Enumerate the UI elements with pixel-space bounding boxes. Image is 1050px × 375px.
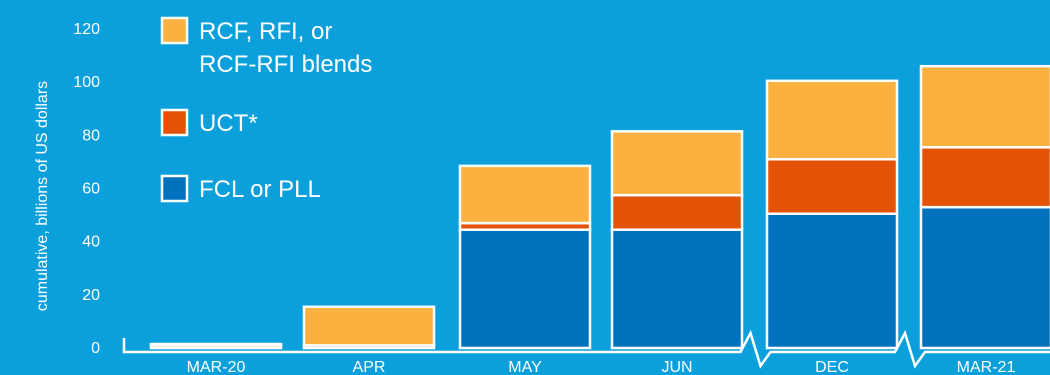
x-axis: [122, 329, 1050, 369]
bar-group-apr: [302, 305, 436, 350]
bar-segment-rcf_rfi: [302, 305, 436, 347]
y-tick-label: 0: [91, 340, 100, 357]
bar-segment-rcf_rfi: [458, 164, 592, 225]
bar-segment-uct: [765, 158, 899, 216]
bars: [149, 64, 1050, 350]
legend-label: RCF-RFI blends: [199, 51, 372, 78]
legend: RCF, RFI, or RCF-RFI blends UCT* FCL or PLL: [160, 16, 372, 203]
x-tick-label: JUN: [661, 359, 692, 375]
bar-segment-rcf_rfi: [765, 79, 899, 161]
y-tick-label: 80: [82, 127, 100, 144]
bar-group-mar-21: [919, 64, 1050, 350]
y-tick-label: 40: [82, 234, 100, 251]
bar-group-mar-20: [149, 342, 283, 350]
x-tick-label: MAR-20: [187, 359, 246, 375]
bar-segment-fcl_pll: [765, 212, 899, 350]
bar-group-may: [458, 164, 592, 350]
bar-segment-uct: [919, 146, 1050, 209]
y-tick-label: 100: [73, 74, 100, 91]
bar-segment-rcf_rfi: [919, 64, 1050, 149]
y-axis-ticks: 0 20 40 60 80 100 120: [73, 21, 100, 357]
x-tick-label: MAR-21: [957, 359, 1016, 375]
y-axis-label: cumulative, billions of US dollars: [34, 81, 51, 311]
x-tick-label: DEC: [815, 359, 849, 375]
legend-label: UCT*: [199, 110, 258, 137]
bar-group-dec: [765, 79, 899, 350]
legend-label: RCF, RFI, or: [199, 18, 332, 45]
legend-label: FCL or PLL: [199, 176, 321, 203]
bar-segment-fcl_pll: [610, 228, 744, 350]
y-tick-label: 120: [73, 21, 100, 38]
legend-item-rcf_rfi: RCF, RFI, or RCF-RFI blends: [160, 16, 372, 78]
y-tick-label: 60: [82, 181, 100, 198]
x-axis-line: [122, 329, 1050, 369]
legend-swatch: [160, 108, 189, 137]
legend-item-fcl_pll: FCL or PLL: [160, 174, 321, 203]
x-tick-label: APR: [353, 359, 386, 375]
bar-group-jun: [610, 130, 744, 350]
y-tick-label: 20: [82, 287, 100, 304]
legend-swatch: [160, 16, 189, 45]
bar-segment-fcl_pll: [458, 228, 592, 350]
legend-item-uct: UCT*: [160, 108, 258, 137]
bar-segment-rcf_rfi: [610, 130, 744, 197]
bar-segment-uct: [610, 193, 744, 231]
x-axis-ticks: MAR-20 APR MAY JUN DEC MAR-21: [187, 359, 1016, 375]
bar-segment-fcl_pll: [919, 205, 1050, 350]
x-tick-label: MAY: [508, 359, 542, 375]
bar-segment-rcf_rfi: [149, 342, 283, 347]
legend-swatch: [160, 174, 189, 203]
